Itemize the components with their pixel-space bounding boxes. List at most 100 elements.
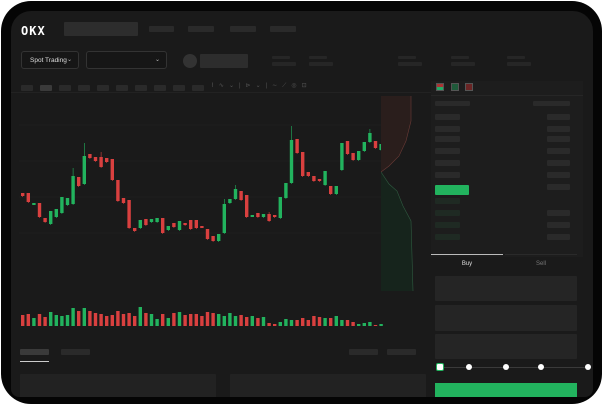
candle-body xyxy=(261,214,266,217)
tab-buy[interactable]: Buy xyxy=(431,254,503,272)
volume-bar xyxy=(373,325,378,326)
slider-stop[interactable] xyxy=(466,364,472,370)
total-input[interactable] xyxy=(435,334,577,359)
order-book xyxy=(431,81,583,257)
stat-label xyxy=(507,56,525,59)
candle-body xyxy=(60,197,64,213)
timeframe-button[interactable] xyxy=(154,85,166,91)
stat-value xyxy=(398,62,422,66)
ask-amount xyxy=(547,184,570,190)
volume-bar xyxy=(211,313,215,326)
nav-item[interactable] xyxy=(188,26,214,32)
volume-bar xyxy=(166,318,170,326)
slider-stop[interactable] xyxy=(538,364,544,370)
slider-stop[interactable] xyxy=(503,364,509,370)
volume-bar xyxy=(99,314,103,326)
timeframe-button[interactable] xyxy=(135,85,147,91)
candle-body xyxy=(149,219,154,222)
ask-price xyxy=(435,136,460,142)
candle-body xyxy=(121,198,126,203)
volume-bar xyxy=(189,314,193,326)
candle-body xyxy=(194,220,198,228)
candle-body xyxy=(166,226,170,230)
volume-bar xyxy=(205,312,210,326)
timeframe-button[interactable] xyxy=(116,85,128,91)
stat-label xyxy=(272,56,290,59)
tab-sell[interactable]: Sell xyxy=(505,254,577,272)
search-bar[interactable] xyxy=(64,22,138,36)
nav-item[interactable] xyxy=(149,26,174,32)
book-view-both-icon[interactable] xyxy=(436,83,444,91)
price-input[interactable] xyxy=(435,276,577,301)
candle-body xyxy=(351,153,355,160)
candle-body xyxy=(144,219,148,225)
volume-bar xyxy=(149,314,154,326)
book-view-asks-icon[interactable] xyxy=(465,83,473,91)
volume-bar xyxy=(362,323,366,326)
pair-select[interactable]: ⌄ xyxy=(86,51,167,69)
volume-bar xyxy=(329,318,333,326)
filter-button[interactable] xyxy=(349,349,378,355)
header-amount xyxy=(533,101,570,106)
amount-slider[interactable] xyxy=(439,367,589,368)
depth-chart xyxy=(381,96,429,291)
market-type-label: Spot Trading xyxy=(30,56,67,64)
candle-body xyxy=(26,193,30,202)
tab-open-orders[interactable] xyxy=(20,349,49,355)
last-price xyxy=(435,185,469,195)
nav-item[interactable] xyxy=(230,26,256,32)
volume-bar xyxy=(222,316,226,326)
stat-label xyxy=(309,56,327,59)
volume-bar xyxy=(88,311,92,326)
timeframe-button[interactable] xyxy=(59,85,71,91)
candle-body xyxy=(172,223,176,227)
candle-body xyxy=(222,204,226,233)
stat-value xyxy=(272,62,296,66)
candle-body xyxy=(239,191,243,200)
buy-button[interactable] xyxy=(435,383,577,397)
candlestick-chart[interactable] xyxy=(11,93,383,333)
volume-bar xyxy=(133,316,137,326)
bid-amount xyxy=(547,234,570,240)
divider xyxy=(11,92,431,93)
slider-handle[interactable] xyxy=(436,363,444,371)
volume-bar xyxy=(301,318,305,326)
header-price xyxy=(435,101,470,106)
timeframe-button[interactable] xyxy=(21,85,33,91)
volume-bar xyxy=(239,315,243,326)
market-type-select[interactable]: Spot Trading ⌄ xyxy=(21,51,79,69)
timeframe-button[interactable] xyxy=(78,85,90,91)
timeframe-button[interactable] xyxy=(40,85,52,91)
ask-price xyxy=(435,114,460,120)
volume-bar xyxy=(312,316,316,326)
candle-body xyxy=(312,176,316,181)
timeframe-button[interactable] xyxy=(97,85,109,91)
candle-body xyxy=(88,154,92,158)
volume-bar xyxy=(228,313,232,326)
candle-body xyxy=(82,156,86,184)
candle-body xyxy=(340,143,344,170)
candle-body xyxy=(155,218,159,222)
nav-item[interactable] xyxy=(270,26,296,32)
filter-button[interactable] xyxy=(387,349,416,355)
book-view-bids-icon[interactable] xyxy=(451,83,459,91)
candle-body xyxy=(189,220,193,229)
tab-buy-label: Buy xyxy=(461,261,473,267)
volume-bar xyxy=(245,317,249,326)
candle-body xyxy=(323,171,327,185)
ask-price xyxy=(435,126,460,132)
volume-bar xyxy=(77,311,81,326)
volume-bar xyxy=(82,308,86,326)
timeframe-button[interactable] xyxy=(173,85,185,91)
timeframe-button[interactable] xyxy=(192,85,204,91)
candle-body xyxy=(373,141,378,148)
volume-bar xyxy=(284,319,288,326)
candle-body xyxy=(54,209,58,217)
tab-order-history[interactable] xyxy=(61,349,90,355)
volume-bar xyxy=(43,317,47,326)
tab-underline xyxy=(20,361,49,362)
volume-bar xyxy=(21,315,25,326)
slider-stop[interactable] xyxy=(585,364,591,370)
amount-input[interactable] xyxy=(435,305,577,331)
